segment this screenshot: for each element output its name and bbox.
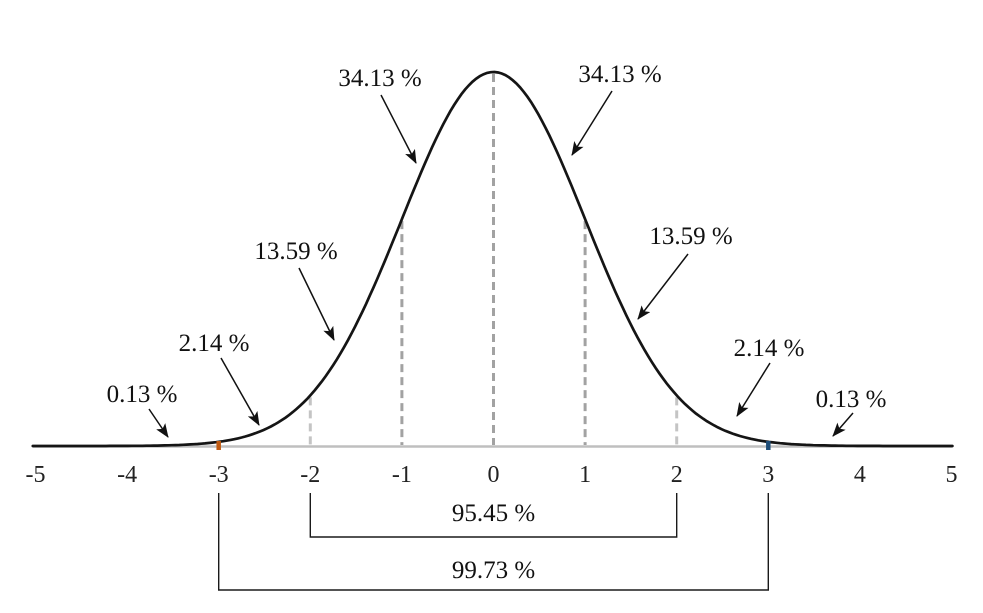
- region-percent-label: 13.59 %: [649, 223, 732, 250]
- range-bracket: [309, 493, 678, 538]
- region-percent-label: 34.13 %: [338, 65, 421, 92]
- annotation-arrow: [637, 253, 689, 320]
- x-tick-label: 2: [671, 462, 683, 488]
- x-tick-label: -4: [117, 462, 137, 488]
- x-tick-label: 5: [946, 462, 958, 488]
- region-percent-label: 0.13 %: [816, 386, 887, 413]
- x-tick-label: 4: [854, 462, 866, 488]
- range-percent-label: 99.73 %: [452, 557, 535, 584]
- annotation-arrow: [380, 94, 417, 164]
- region-percent-label: 34.13 %: [578, 61, 661, 88]
- x-tick-label: 0: [488, 462, 500, 488]
- x-tick-label: -2: [300, 462, 320, 488]
- bell-curve-path: [31, 70, 954, 448]
- region-percent-label: 2.14 %: [734, 335, 805, 362]
- x-tick-label: 1: [579, 462, 591, 488]
- region-percent-label: 0.13 %: [107, 381, 178, 408]
- x-tick-label: -3: [209, 462, 229, 488]
- annotation-arrow: [736, 362, 771, 417]
- annotation-arrow: [148, 408, 169, 438]
- annotation-arrow: [571, 90, 613, 156]
- range-percent-label: 95.45 %: [452, 500, 535, 527]
- range-bracket: [218, 493, 769, 591]
- x-tick-label: -1: [392, 462, 412, 488]
- region-percent-label: 2.14 %: [179, 330, 250, 357]
- x-tick-label: -5: [26, 462, 46, 488]
- annotation-arrow: [298, 267, 335, 341]
- annotation-arrow: [220, 357, 260, 426]
- annotation-arrow: [832, 412, 854, 437]
- region-percent-label: 13.59 %: [254, 238, 337, 265]
- x-tick-label: 3: [762, 462, 774, 488]
